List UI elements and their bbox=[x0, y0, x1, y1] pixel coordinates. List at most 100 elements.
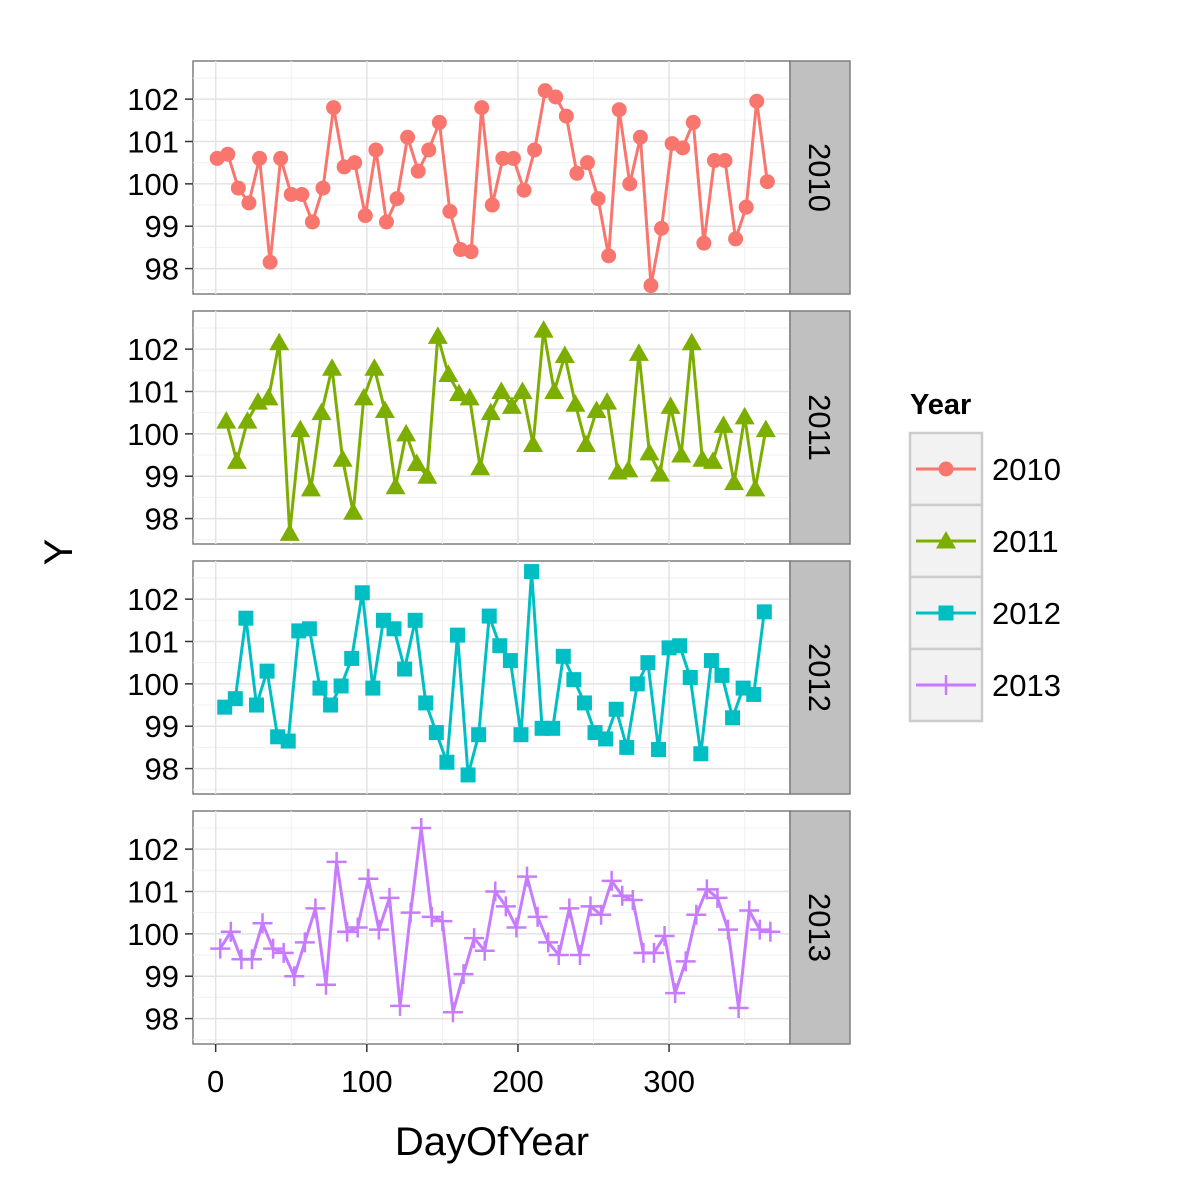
data-point bbox=[728, 231, 744, 247]
data-point bbox=[258, 387, 279, 406]
data-point bbox=[252, 150, 268, 166]
legend-item-2012: 2012 bbox=[908, 575, 1061, 651]
series-line-2011 bbox=[224, 328, 768, 535]
data-point bbox=[368, 919, 389, 940]
data-point bbox=[517, 866, 538, 887]
data-point bbox=[269, 332, 290, 351]
data-point bbox=[516, 182, 532, 198]
facet-strip bbox=[789, 310, 851, 545]
data-point bbox=[463, 244, 479, 260]
data-point bbox=[611, 102, 627, 118]
legend-title: Year bbox=[910, 389, 971, 421]
data-point bbox=[579, 155, 595, 171]
data-point bbox=[548, 945, 569, 966]
data-point bbox=[538, 932, 559, 953]
data-point bbox=[559, 898, 580, 919]
data-point bbox=[480, 402, 501, 421]
data-point bbox=[418, 695, 434, 711]
data-point bbox=[428, 725, 444, 741]
data-point bbox=[226, 451, 247, 469]
y-axis-title: Y bbox=[37, 539, 81, 566]
data-point bbox=[618, 459, 639, 478]
data-point bbox=[524, 564, 540, 580]
facet-strip-label: 2011 bbox=[802, 394, 837, 461]
data-point bbox=[682, 670, 698, 685]
data-point bbox=[407, 612, 423, 628]
data-point bbox=[495, 150, 511, 166]
data-point bbox=[252, 913, 273, 934]
data-point bbox=[505, 150, 521, 166]
data-point bbox=[237, 411, 258, 429]
data-point bbox=[378, 214, 394, 230]
data-point bbox=[512, 381, 533, 399]
data-point bbox=[263, 938, 284, 959]
data-point bbox=[725, 710, 741, 726]
data-point bbox=[672, 638, 688, 654]
legend-marker bbox=[938, 605, 954, 621]
data-point bbox=[601, 248, 617, 264]
data-point bbox=[354, 585, 370, 601]
y-tick-label: 98 bbox=[145, 502, 179, 537]
data-point bbox=[417, 466, 438, 484]
data-point bbox=[470, 457, 491, 476]
data-point bbox=[333, 678, 349, 694]
data-point bbox=[598, 731, 614, 747]
data-point bbox=[703, 653, 719, 669]
data-point bbox=[714, 667, 730, 683]
data-point bbox=[411, 817, 432, 838]
data-point bbox=[506, 917, 527, 938]
facet-panel-2013: 98 99 100 101 102 2013 bbox=[127, 810, 851, 1045]
y-tick-label: 99 bbox=[145, 209, 179, 244]
series-points-2010 bbox=[209, 83, 775, 294]
y-tick-label: 101 bbox=[127, 124, 179, 159]
data-point bbox=[220, 146, 236, 162]
facet-strip-label: 2013 bbox=[802, 893, 837, 962]
data-point bbox=[481, 608, 497, 624]
data-point bbox=[449, 627, 465, 643]
data-point bbox=[464, 928, 485, 949]
panel-background bbox=[192, 60, 791, 295]
data-point bbox=[565, 394, 586, 412]
facet-strip bbox=[789, 560, 851, 795]
data-point bbox=[671, 445, 692, 463]
data-point bbox=[344, 650, 360, 666]
data-point bbox=[686, 904, 707, 925]
data-point bbox=[322, 358, 343, 376]
data-point bbox=[358, 868, 379, 889]
data-point bbox=[326, 100, 342, 116]
y-tick-label: 98 bbox=[145, 752, 179, 787]
data-point bbox=[654, 925, 675, 946]
data-point bbox=[357, 208, 373, 224]
data-point bbox=[696, 879, 717, 900]
data-point bbox=[513, 727, 529, 743]
data-point bbox=[210, 938, 231, 959]
data-point bbox=[675, 951, 696, 972]
data-point bbox=[597, 392, 618, 410]
data-point bbox=[397, 661, 413, 677]
x-tick-label: 300 bbox=[643, 1064, 695, 1099]
data-point bbox=[386, 621, 402, 637]
data-point bbox=[304, 214, 320, 230]
data-point bbox=[632, 129, 648, 145]
data-point bbox=[608, 701, 624, 717]
data-point bbox=[459, 387, 480, 406]
y-tick-label: 98 bbox=[145, 1002, 179, 1037]
data-point bbox=[707, 887, 728, 908]
data-point bbox=[502, 653, 518, 669]
data-point bbox=[545, 720, 561, 736]
data-point bbox=[290, 419, 311, 438]
data-point bbox=[410, 163, 426, 179]
data-point bbox=[651, 742, 667, 758]
data-point bbox=[400, 129, 416, 145]
data-point bbox=[749, 919, 770, 940]
y-tick-label: 101 bbox=[127, 374, 179, 409]
data-point bbox=[760, 921, 781, 942]
y-tick-label: 100 bbox=[127, 167, 179, 202]
y-tick-label: 99 bbox=[145, 959, 179, 994]
data-point bbox=[696, 235, 712, 251]
data-point bbox=[438, 364, 459, 383]
data-point bbox=[312, 680, 328, 696]
data-point bbox=[323, 697, 339, 713]
data-point bbox=[558, 108, 574, 124]
